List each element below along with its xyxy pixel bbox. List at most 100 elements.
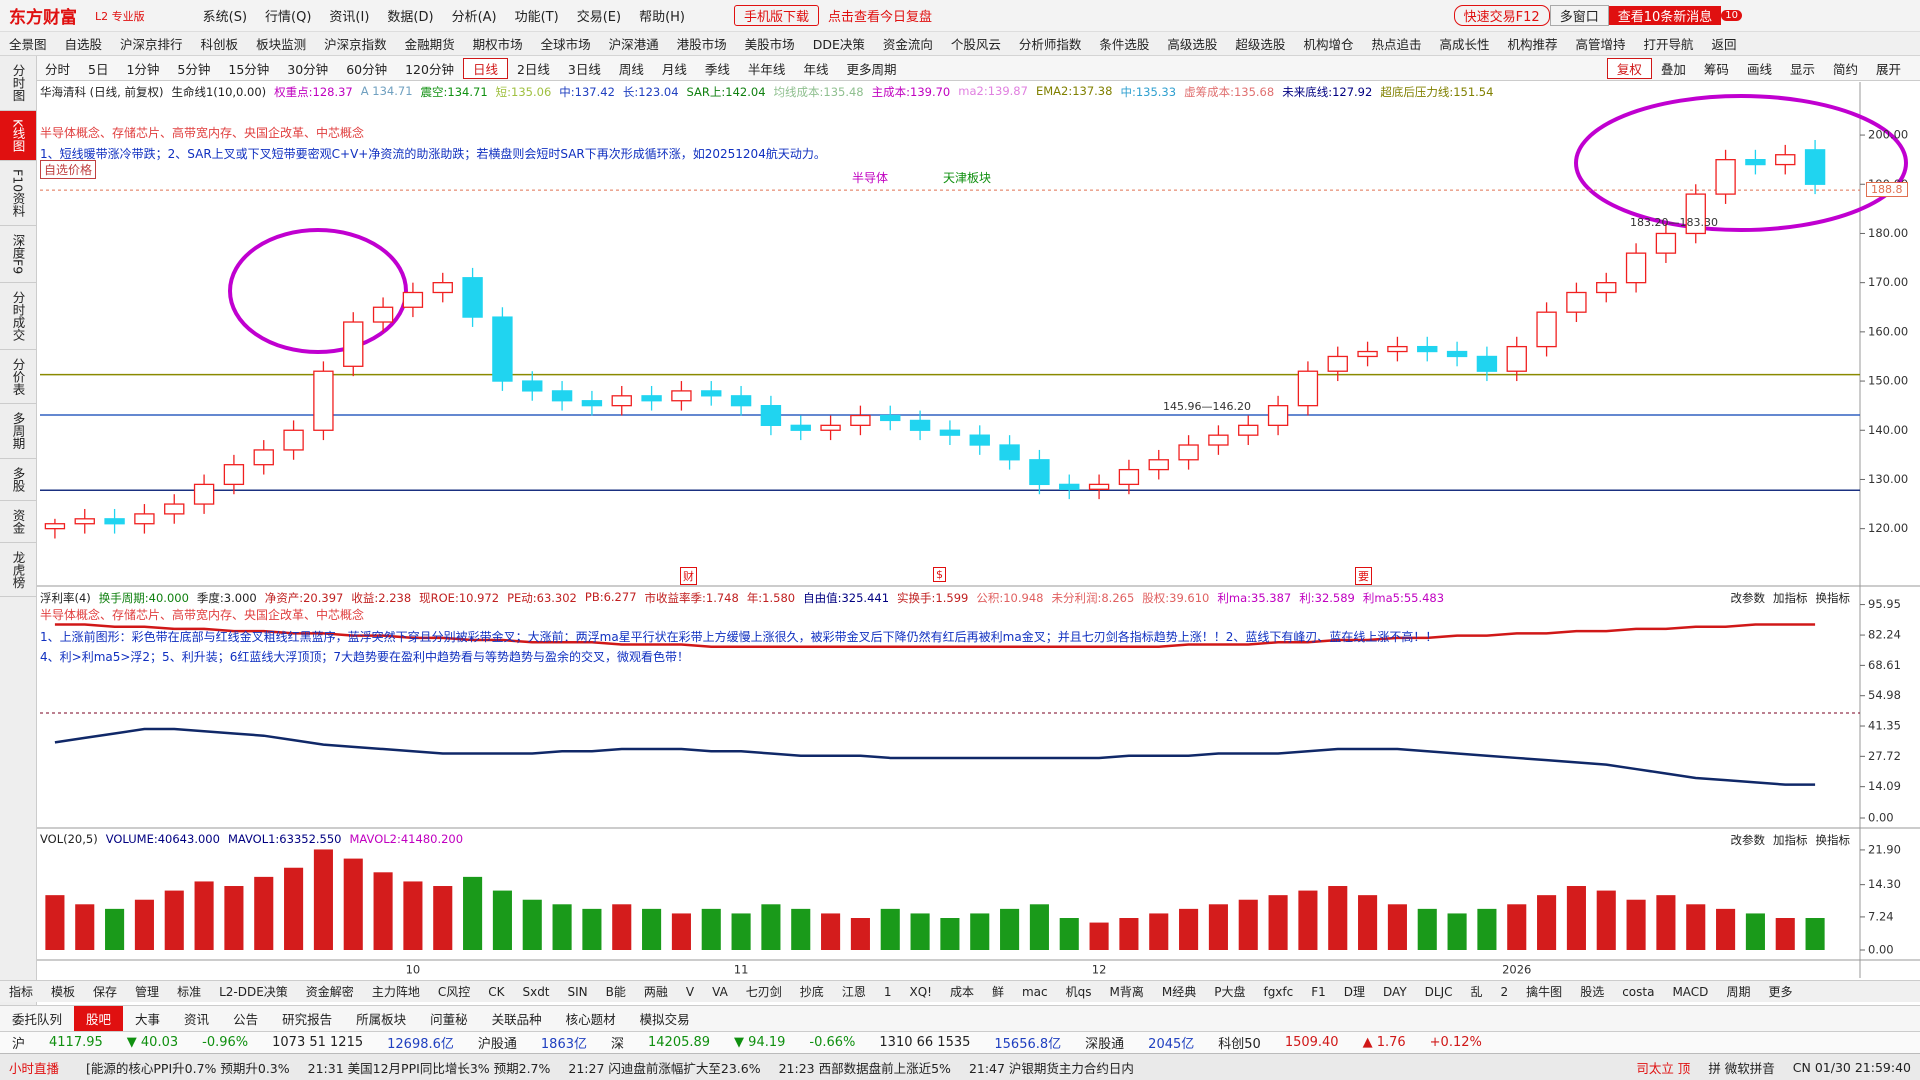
indicator-button[interactable]: 成本 <box>949 985 974 999</box>
menu-item[interactable]: 系统(S) <box>202 10 248 25</box>
menu-item[interactable]: 交易(E) <box>576 10 622 25</box>
indicator-button[interactable]: 管理 <box>135 985 160 999</box>
stock-alert[interactable]: 司太立 顶 <box>1636 1060 1691 1076</box>
side-tab[interactable]: 深度F9 <box>0 226 36 283</box>
tool[interactable]: 显示 <box>1789 62 1815 77</box>
nav-item[interactable]: 港股市场 <box>676 37 727 52</box>
side-tab[interactable]: 资金 <box>0 501 36 543</box>
indicator-action[interactable]: 改参数 <box>1730 833 1766 847</box>
indicator-button[interactable]: 保存 <box>93 985 118 999</box>
nav-item[interactable]: 自选股 <box>64 37 103 52</box>
news-item[interactable]: 21:47 沪银期货主力合约日内 <box>968 1060 1134 1076</box>
indicator-button[interactable]: C风控 <box>437 985 471 999</box>
indicator-button[interactable]: 指标 <box>9 985 34 999</box>
period-tab[interactable]: 月线 <box>661 61 687 77</box>
indicator-button[interactable]: 擒牛图 <box>1526 985 1563 999</box>
menu-item[interactable]: 帮助(H) <box>639 10 685 25</box>
indicator-button[interactable]: 抄底 <box>799 985 824 999</box>
period-tab[interactable]: 日线 <box>462 57 508 79</box>
tab[interactable]: 关联品种 <box>491 1012 542 1027</box>
nav-item[interactable]: 热点追击 <box>1371 37 1422 52</box>
indicator-button[interactable]: 鲜 <box>991 985 1004 999</box>
indicator-button[interactable]: 模板 <box>51 985 76 999</box>
tab[interactable]: 核心题材 <box>565 1012 616 1027</box>
nav-item[interactable]: 条件选股 <box>1099 37 1150 52</box>
indicator-button[interactable]: 主力阵地 <box>371 985 420 999</box>
tab[interactable]: 股吧 <box>74 1006 124 1031</box>
period-tab[interactable]: 更多周期 <box>846 61 897 77</box>
indicator-button[interactable]: DLJC <box>1424 984 1453 999</box>
nav-item[interactable]: 全球市场 <box>540 37 591 52</box>
live[interactable]: 小时直播 <box>9 1060 60 1076</box>
tab[interactable]: 公告 <box>233 1012 259 1027</box>
indicator-button[interactable]: 资金解密 <box>305 985 354 999</box>
nav-item[interactable]: 科创板 <box>200 37 239 52</box>
indicator-button[interactable]: 机qs <box>1065 985 1092 999</box>
quick-trade[interactable]: 快速交易F12 <box>1453 5 1550 26</box>
period-tab[interactable]: 2日线 <box>516 61 550 77</box>
side-tab[interactable]: 多股 <box>0 459 36 501</box>
nav-item[interactable]: 资金流向 <box>882 37 933 52</box>
indicator-button[interactable]: 周期 <box>1726 985 1751 999</box>
nav-item[interactable]: 高成长性 <box>1439 37 1490 52</box>
news-button[interactable]: 查看10条新消息 <box>1608 6 1722 25</box>
indicator-button[interactable]: MACD <box>1672 984 1709 999</box>
tab[interactable]: 研究报告 <box>282 1012 333 1027</box>
period-tab[interactable]: 30分钟 <box>287 61 329 77</box>
indicator-button[interactable]: D理 <box>1343 985 1366 999</box>
tool[interactable]: 筹码 <box>1703 62 1729 77</box>
indicator-action[interactable]: 加指标 <box>1773 833 1808 847</box>
nav-item[interactable]: 高管增持 <box>1575 37 1626 52</box>
indicator-button[interactable]: M背离 <box>1109 985 1144 999</box>
news-item[interactable]: 21:27 闪迪盘前涨幅扩大至23.6% <box>568 1060 761 1076</box>
period-tab[interactable]: 3日线 <box>567 61 601 77</box>
multi-window[interactable]: 多窗口 <box>1549 5 1609 26</box>
indicator-button[interactable]: B能 <box>605 985 626 999</box>
nav-item[interactable]: 分析师指数 <box>1018 37 1082 52</box>
tab[interactable]: 大事 <box>135 1012 161 1027</box>
side-tab[interactable]: 龙虎榜 <box>0 543 36 598</box>
tool[interactable]: 展开 <box>1875 62 1901 77</box>
side-tab[interactable]: 分价表 <box>0 350 36 405</box>
nav-item[interactable]: 打开导航 <box>1643 37 1694 52</box>
indicator-button[interactable]: M经典 <box>1161 985 1197 999</box>
nav-item[interactable]: 机构增仓 <box>1303 37 1354 52</box>
tab[interactable]: 委托队列 <box>12 1012 63 1027</box>
indicator-button[interactable]: DAY <box>1383 984 1407 999</box>
indicator-button[interactable]: F1 <box>1311 984 1326 999</box>
period-tab[interactable]: 季线 <box>704 61 730 77</box>
menu-item[interactable]: 功能(T) <box>514 10 559 25</box>
menu-item[interactable]: 行情(Q) <box>265 10 312 25</box>
indicator-button[interactable]: VA <box>712 984 728 999</box>
nav-item[interactable]: 个股风云 <box>950 37 1001 52</box>
period-tab[interactable]: 周线 <box>618 61 644 77</box>
nav-item[interactable]: 沪深京指数 <box>324 37 387 52</box>
indicator-action[interactable]: 加指标 <box>1773 591 1808 605</box>
indicator-button[interactable]: CK <box>488 984 505 999</box>
nav-item[interactable]: 高级选股 <box>1167 37 1218 52</box>
period-tab[interactable]: 年线 <box>803 61 829 77</box>
indicator-button[interactable]: 江恩 <box>841 985 866 999</box>
side-tab[interactable]: K线图 <box>0 110 36 161</box>
tool[interactable]: 简约 <box>1832 62 1858 77</box>
promo[interactable]: 手机版下载 <box>733 5 819 26</box>
news-item[interactable]: 21:31 美国12月PPI同比增长3% 预期2.7% <box>307 1060 551 1076</box>
indicator-button[interactable]: costa <box>1622 984 1655 999</box>
nav-item[interactable]: 沪深港通 <box>608 37 659 52</box>
indicator-button[interactable]: 更多 <box>1768 985 1793 999</box>
promo[interactable]: 点击查看今日复盘 <box>828 10 933 25</box>
nav-item[interactable]: DDE决策 <box>812 37 865 52</box>
nav-item[interactable]: 超级选股 <box>1235 37 1286 52</box>
nav-item[interactable]: 金融期货 <box>404 37 455 52</box>
news-item[interactable]: 21:23 西部数据盘前上涨近5% <box>778 1060 951 1076</box>
indicator-button[interactable]: 两融 <box>643 985 668 999</box>
side-tab[interactable]: F10资料 <box>0 161 36 226</box>
indicator-button[interactable]: 乱 <box>1470 985 1483 999</box>
period-tab[interactable]: 60分钟 <box>346 61 388 77</box>
indicator-action[interactable]: 换指标 <box>1815 591 1851 605</box>
indicator-button[interactable]: fgxfc <box>1263 984 1294 999</box>
side-tab[interactable]: 分时成交 <box>0 283 36 350</box>
indicator-button[interactable]: 1 <box>883 984 892 999</box>
menu-item[interactable]: 数据(D) <box>387 10 434 25</box>
tab[interactable]: 所属板块 <box>356 1012 407 1027</box>
